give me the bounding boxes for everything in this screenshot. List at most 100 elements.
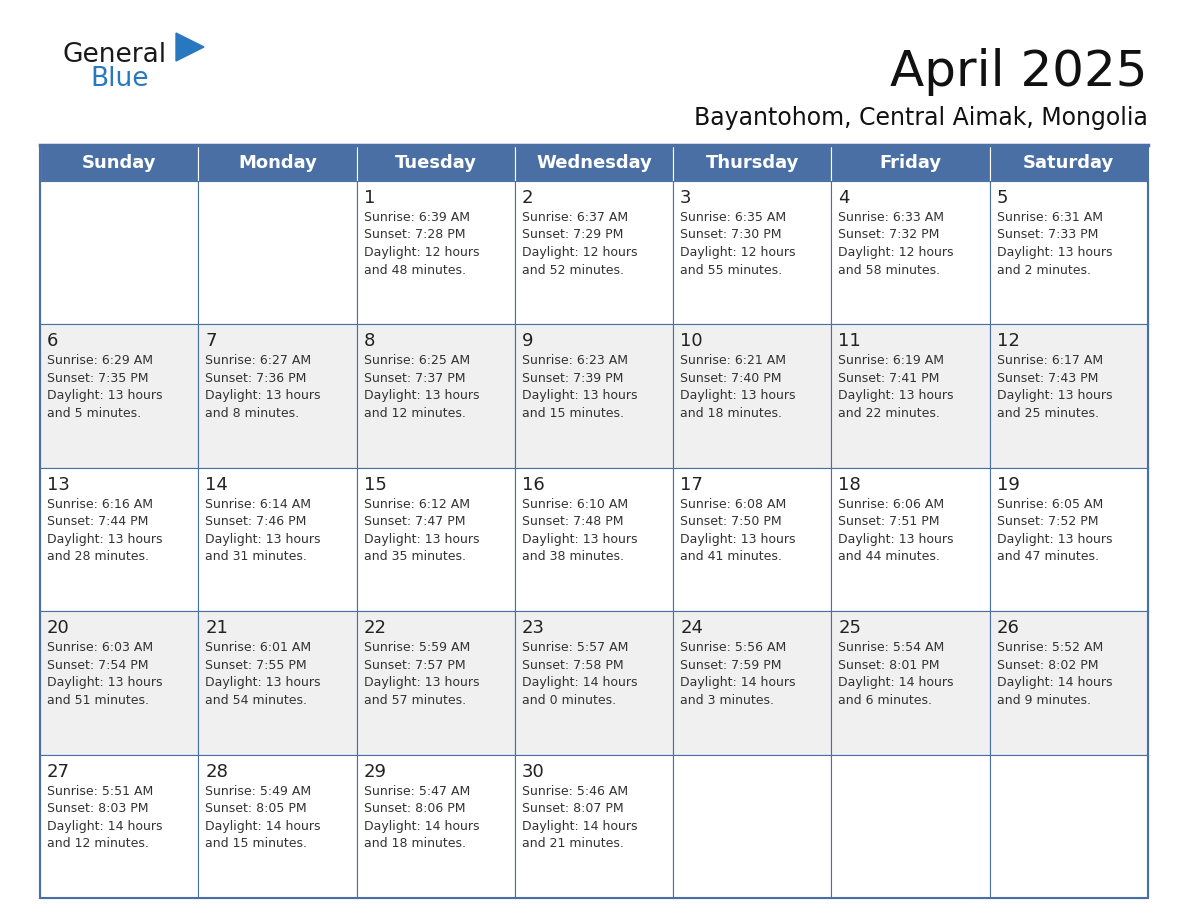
Text: Saturday: Saturday [1023, 154, 1114, 172]
Text: Sunrise: 6:19 AM
Sunset: 7:41 PM
Daylight: 13 hours
and 22 minutes.: Sunrise: 6:19 AM Sunset: 7:41 PM Dayligh… [839, 354, 954, 420]
Text: 27: 27 [48, 763, 70, 780]
Bar [832, 611, 990, 755]
Bar [832, 145, 990, 181]
Text: 2: 2 [522, 189, 533, 207]
Bar [990, 611, 1148, 755]
Bar [990, 468, 1148, 611]
Bar [674, 145, 832, 181]
Text: 20: 20 [48, 620, 70, 637]
Text: Sunrise: 6:21 AM
Sunset: 7:40 PM
Daylight: 13 hours
and 18 minutes.: Sunrise: 6:21 AM Sunset: 7:40 PM Dayligh… [681, 354, 796, 420]
Text: Sunrise: 6:10 AM
Sunset: 7:48 PM
Daylight: 13 hours
and 38 minutes.: Sunrise: 6:10 AM Sunset: 7:48 PM Dayligh… [522, 498, 637, 564]
Text: 11: 11 [839, 332, 861, 351]
Bar [356, 468, 514, 611]
Bar [356, 611, 514, 755]
Text: Sunrise: 6:25 AM
Sunset: 7:37 PM
Daylight: 13 hours
and 12 minutes.: Sunrise: 6:25 AM Sunset: 7:37 PM Dayligh… [364, 354, 479, 420]
Bar [832, 181, 990, 324]
Text: Sunrise: 6:16 AM
Sunset: 7:44 PM
Daylight: 13 hours
and 28 minutes.: Sunrise: 6:16 AM Sunset: 7:44 PM Dayligh… [48, 498, 163, 564]
Text: Sunrise: 6:29 AM
Sunset: 7:35 PM
Daylight: 13 hours
and 5 minutes.: Sunrise: 6:29 AM Sunset: 7:35 PM Dayligh… [48, 354, 163, 420]
Text: Sunrise: 5:47 AM
Sunset: 8:06 PM
Daylight: 14 hours
and 18 minutes.: Sunrise: 5:47 AM Sunset: 8:06 PM Dayligh… [364, 785, 479, 850]
Text: Blue: Blue [90, 66, 148, 92]
Bar [990, 145, 1148, 181]
Text: 3: 3 [681, 189, 691, 207]
Bar [40, 181, 198, 324]
Bar [990, 324, 1148, 468]
Text: 21: 21 [206, 620, 228, 637]
Bar [674, 611, 832, 755]
Text: 18: 18 [839, 476, 861, 494]
Text: Sunrise: 6:14 AM
Sunset: 7:46 PM
Daylight: 13 hours
and 31 minutes.: Sunrise: 6:14 AM Sunset: 7:46 PM Dayligh… [206, 498, 321, 564]
Text: 26: 26 [997, 620, 1019, 637]
Bar [832, 755, 990, 898]
Text: Sunrise: 6:05 AM
Sunset: 7:52 PM
Daylight: 13 hours
and 47 minutes.: Sunrise: 6:05 AM Sunset: 7:52 PM Dayligh… [997, 498, 1112, 564]
Text: Sunrise: 5:52 AM
Sunset: 8:02 PM
Daylight: 14 hours
and 9 minutes.: Sunrise: 5:52 AM Sunset: 8:02 PM Dayligh… [997, 641, 1112, 707]
Bar [674, 181, 832, 324]
Text: Sunrise: 5:54 AM
Sunset: 8:01 PM
Daylight: 14 hours
and 6 minutes.: Sunrise: 5:54 AM Sunset: 8:01 PM Dayligh… [839, 641, 954, 707]
Bar [40, 611, 198, 755]
Bar [40, 324, 198, 468]
Bar [198, 145, 356, 181]
Text: 6: 6 [48, 332, 58, 351]
Bar [356, 755, 514, 898]
Bar [832, 324, 990, 468]
Text: Sunrise: 6:27 AM
Sunset: 7:36 PM
Daylight: 13 hours
and 8 minutes.: Sunrise: 6:27 AM Sunset: 7:36 PM Dayligh… [206, 354, 321, 420]
Text: Sunrise: 5:57 AM
Sunset: 7:58 PM
Daylight: 14 hours
and 0 minutes.: Sunrise: 5:57 AM Sunset: 7:58 PM Dayligh… [522, 641, 637, 707]
Text: Thursday: Thursday [706, 154, 800, 172]
Text: Friday: Friday [879, 154, 942, 172]
Text: 22: 22 [364, 620, 386, 637]
Text: 10: 10 [681, 332, 703, 351]
Text: Sunrise: 6:03 AM
Sunset: 7:54 PM
Daylight: 13 hours
and 51 minutes.: Sunrise: 6:03 AM Sunset: 7:54 PM Dayligh… [48, 641, 163, 707]
Text: 17: 17 [681, 476, 703, 494]
Polygon shape [176, 33, 204, 61]
Bar [40, 468, 198, 611]
Bar [198, 468, 356, 611]
Text: Sunrise: 5:46 AM
Sunset: 8:07 PM
Daylight: 14 hours
and 21 minutes.: Sunrise: 5:46 AM Sunset: 8:07 PM Dayligh… [522, 785, 637, 850]
Bar [674, 468, 832, 611]
Text: 15: 15 [364, 476, 386, 494]
Text: Sunrise: 6:06 AM
Sunset: 7:51 PM
Daylight: 13 hours
and 44 minutes.: Sunrise: 6:06 AM Sunset: 7:51 PM Dayligh… [839, 498, 954, 564]
Text: 23: 23 [522, 620, 545, 637]
Bar [514, 324, 674, 468]
Bar [356, 145, 514, 181]
Text: Sunrise: 6:17 AM
Sunset: 7:43 PM
Daylight: 13 hours
and 25 minutes.: Sunrise: 6:17 AM Sunset: 7:43 PM Dayligh… [997, 354, 1112, 420]
Bar [40, 755, 198, 898]
Text: Sunrise: 6:37 AM
Sunset: 7:29 PM
Daylight: 12 hours
and 52 minutes.: Sunrise: 6:37 AM Sunset: 7:29 PM Dayligh… [522, 211, 637, 276]
Text: Sunrise: 5:56 AM
Sunset: 7:59 PM
Daylight: 14 hours
and 3 minutes.: Sunrise: 5:56 AM Sunset: 7:59 PM Dayligh… [681, 641, 796, 707]
Text: 25: 25 [839, 620, 861, 637]
Text: 30: 30 [522, 763, 544, 780]
Text: Sunrise: 5:51 AM
Sunset: 8:03 PM
Daylight: 14 hours
and 12 minutes.: Sunrise: 5:51 AM Sunset: 8:03 PM Dayligh… [48, 785, 163, 850]
Bar [198, 181, 356, 324]
Text: Tuesday: Tuesday [394, 154, 476, 172]
Text: Sunrise: 6:31 AM
Sunset: 7:33 PM
Daylight: 13 hours
and 2 minutes.: Sunrise: 6:31 AM Sunset: 7:33 PM Dayligh… [997, 211, 1112, 276]
Text: April 2025: April 2025 [891, 48, 1148, 96]
Text: 1: 1 [364, 189, 375, 207]
Text: 29: 29 [364, 763, 386, 780]
Text: 24: 24 [681, 620, 703, 637]
Bar [514, 145, 674, 181]
Bar [514, 611, 674, 755]
Bar [198, 324, 356, 468]
Text: 9: 9 [522, 332, 533, 351]
Text: 12: 12 [997, 332, 1019, 351]
Text: 28: 28 [206, 763, 228, 780]
Bar [356, 324, 514, 468]
Text: Sunrise: 6:33 AM
Sunset: 7:32 PM
Daylight: 12 hours
and 58 minutes.: Sunrise: 6:33 AM Sunset: 7:32 PM Dayligh… [839, 211, 954, 276]
Bar [40, 145, 1148, 898]
Text: 16: 16 [522, 476, 544, 494]
Text: Sunrise: 6:01 AM
Sunset: 7:55 PM
Daylight: 13 hours
and 54 minutes.: Sunrise: 6:01 AM Sunset: 7:55 PM Dayligh… [206, 641, 321, 707]
Bar [356, 181, 514, 324]
Text: Sunrise: 6:39 AM
Sunset: 7:28 PM
Daylight: 12 hours
and 48 minutes.: Sunrise: 6:39 AM Sunset: 7:28 PM Dayligh… [364, 211, 479, 276]
Bar [514, 181, 674, 324]
Bar [198, 755, 356, 898]
Bar [514, 755, 674, 898]
Text: Sunrise: 5:59 AM
Sunset: 7:57 PM
Daylight: 13 hours
and 57 minutes.: Sunrise: 5:59 AM Sunset: 7:57 PM Dayligh… [364, 641, 479, 707]
Bar [198, 611, 356, 755]
Text: Sunrise: 6:12 AM
Sunset: 7:47 PM
Daylight: 13 hours
and 35 minutes.: Sunrise: 6:12 AM Sunset: 7:47 PM Dayligh… [364, 498, 479, 564]
Text: Sunrise: 6:08 AM
Sunset: 7:50 PM
Daylight: 13 hours
and 41 minutes.: Sunrise: 6:08 AM Sunset: 7:50 PM Dayligh… [681, 498, 796, 564]
Text: Sunrise: 6:35 AM
Sunset: 7:30 PM
Daylight: 12 hours
and 55 minutes.: Sunrise: 6:35 AM Sunset: 7:30 PM Dayligh… [681, 211, 796, 276]
Text: Bayantohom, Central Aimak, Mongolia: Bayantohom, Central Aimak, Mongolia [694, 106, 1148, 130]
Text: 4: 4 [839, 189, 849, 207]
Text: Wednesday: Wednesday [536, 154, 652, 172]
Text: Sunrise: 6:23 AM
Sunset: 7:39 PM
Daylight: 13 hours
and 15 minutes.: Sunrise: 6:23 AM Sunset: 7:39 PM Dayligh… [522, 354, 637, 420]
Bar [990, 181, 1148, 324]
Text: Sunrise: 5:49 AM
Sunset: 8:05 PM
Daylight: 14 hours
and 15 minutes.: Sunrise: 5:49 AM Sunset: 8:05 PM Dayligh… [206, 785, 321, 850]
